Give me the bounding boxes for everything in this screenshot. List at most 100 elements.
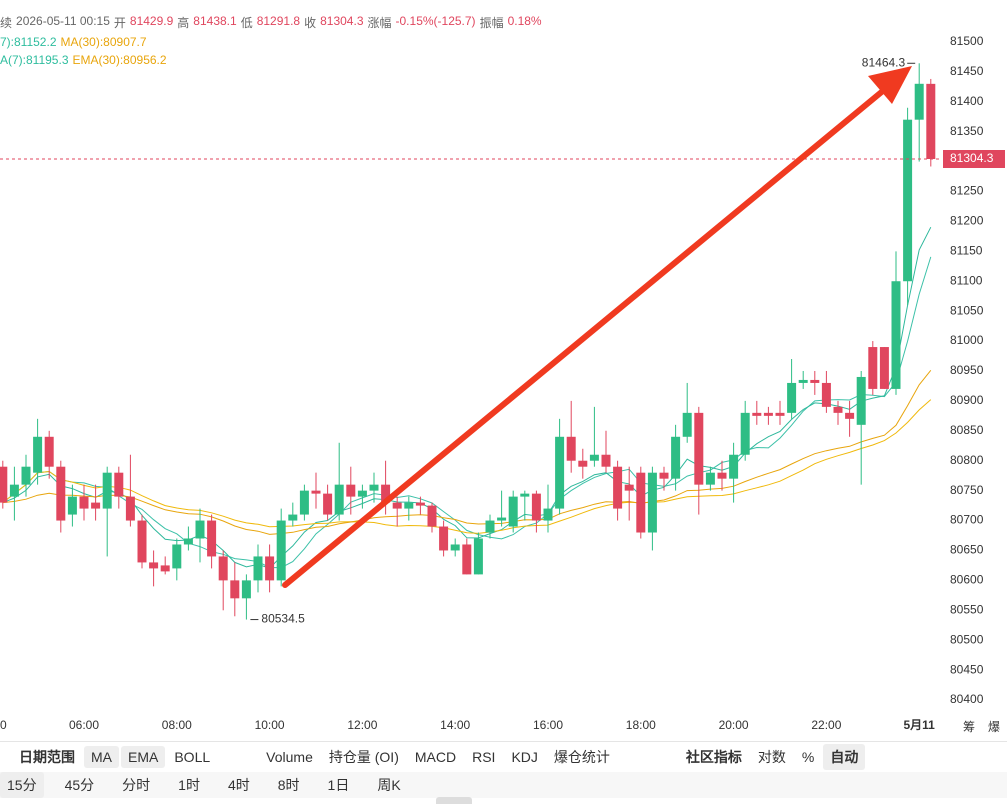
candle-body [798,379,808,383]
candle-body [682,412,692,437]
y-tick-label: 80500 [950,632,984,646]
ohlc-header: 续 2026-05-11 00:15 开 81429.9 高 81438.1 低 81291.… [0,14,542,31]
candle-body [323,493,333,515]
candle-body [775,412,785,416]
y-tick-label: 81000 [950,333,984,347]
header-field: 81304.3 [320,14,364,28]
candle-body [810,379,820,383]
candle-body [334,484,344,515]
period-item[interactable]: 4时 [227,777,250,793]
period-item[interactable]: 周K [377,777,401,793]
y-tick-label: 81500 [950,34,984,48]
candle-body [381,484,391,503]
toolbar-item[interactable]: KDJ [511,749,538,765]
y-tick-label: 81400 [950,94,984,108]
last-price-label: 81304.3 [950,151,994,165]
candle-body [856,376,866,425]
candle-body [415,502,425,506]
toolbar-item[interactable]: 对数 [757,749,786,765]
y-tick-label: 81350 [950,124,984,138]
toolbar-item[interactable]: MACD [414,749,457,765]
y-tick-label: 81250 [950,184,984,198]
x-tick-label: 14:00 [440,718,470,732]
candle-body [647,472,657,533]
indicator-line [2,369,932,535]
x-tick-label: 06:00 [69,718,99,732]
candle-body [79,496,89,509]
toolbar-item[interactable]: 爆仓统计 [553,749,610,765]
candle-body [624,484,634,491]
candle-body [613,466,623,509]
x-tick-label: 22:00 [811,718,841,732]
period-item[interactable]: 15分 [0,772,44,798]
candle-body [439,526,449,551]
candle-body [288,514,298,521]
x-tick-label: 08:00 [162,718,192,732]
period-item[interactable]: 分时 [122,777,151,793]
toolbar-item[interactable]: EMA [121,746,166,768]
period-item[interactable]: 8时 [277,777,300,793]
candle-body [265,556,275,581]
annotation-arrow [282,82,893,588]
y-tick-label: 80600 [950,573,984,587]
candle-body [346,484,356,497]
candle-body [926,83,936,159]
candle-body [508,496,518,527]
candle-body [125,496,135,521]
header-field: 2026-05-11 00:15 [16,14,110,28]
candle-body [160,565,170,572]
toolbar-item[interactable]: 社区指标 [685,749,742,765]
handle[interactable] [436,797,472,804]
x-tick-label: 12:00 [347,718,377,732]
ema30-label: EMA(30):80956.2 [72,53,167,67]
y-tick-label: 81450 [950,64,984,78]
candle-body [311,490,321,494]
toolbar-item[interactable]: RSI [472,749,496,765]
candle-body [56,466,66,521]
candle-body [137,520,147,563]
candle-body [543,508,553,521]
side-label: 爆 [988,720,1000,734]
y-tick-label: 80750 [950,483,984,497]
header-field: 低 [240,16,253,30]
max-label: 81464.3 [862,55,906,69]
candle-body [589,454,599,461]
candle-body [787,382,797,413]
ma-legend: 7):81152.2 MA(30):80907.7 [0,35,147,49]
candle-body [369,484,379,491]
candle-body [520,493,530,497]
period-item[interactable]: 45分 [64,777,95,793]
toolbar-item[interactable]: BOLL [174,749,211,765]
ema7-label: A(7):81195.3 [0,53,69,67]
y-tick-label: 80900 [950,393,984,407]
period-item[interactable]: 1日 [327,777,350,793]
indicator-toolbar: 日期范围 MA EMA BOLL Volume 持仓量 (OI) MACD RSI KDJ 爆仓统… [0,744,1007,770]
plot: 80400 80450 80500 80550 80600 80650 80700 80750… [0,34,1005,734]
candle-body [183,538,193,545]
toolbar-item[interactable]: 自动 [823,744,866,770]
candle-body [729,454,739,479]
candle-body [44,436,54,467]
header-field: 开 [113,16,126,30]
annotation-arrow-head [868,66,912,104]
toolbar-item[interactable]: 持仓量 (OI) [328,749,399,765]
candle-body [566,436,576,461]
x-tick-label: 5月11 [904,718,936,732]
y-tick-label: 81150 [950,243,983,257]
candle-body [601,454,611,467]
period-item[interactable]: 1时 [178,777,200,793]
candle-body [914,83,924,120]
toolbar-item[interactable]: % [801,749,815,765]
toolbar-item[interactable]: 日期范围 [19,749,75,765]
candle-body [230,580,240,599]
header-field: 涨幅 [367,16,392,30]
period-toolbar: 15分 45分 分时 1时 4时 8时 1日 周K [0,772,1007,798]
y-tick-label: 80700 [950,513,984,527]
candle-body [868,347,878,389]
candle-body [102,472,112,509]
divider [0,741,1007,742]
toolbar-item[interactable]: MA [84,746,119,768]
candle-body [9,484,19,497]
toolbar-item[interactable]: Volume [266,749,313,765]
candle-body [821,382,831,407]
